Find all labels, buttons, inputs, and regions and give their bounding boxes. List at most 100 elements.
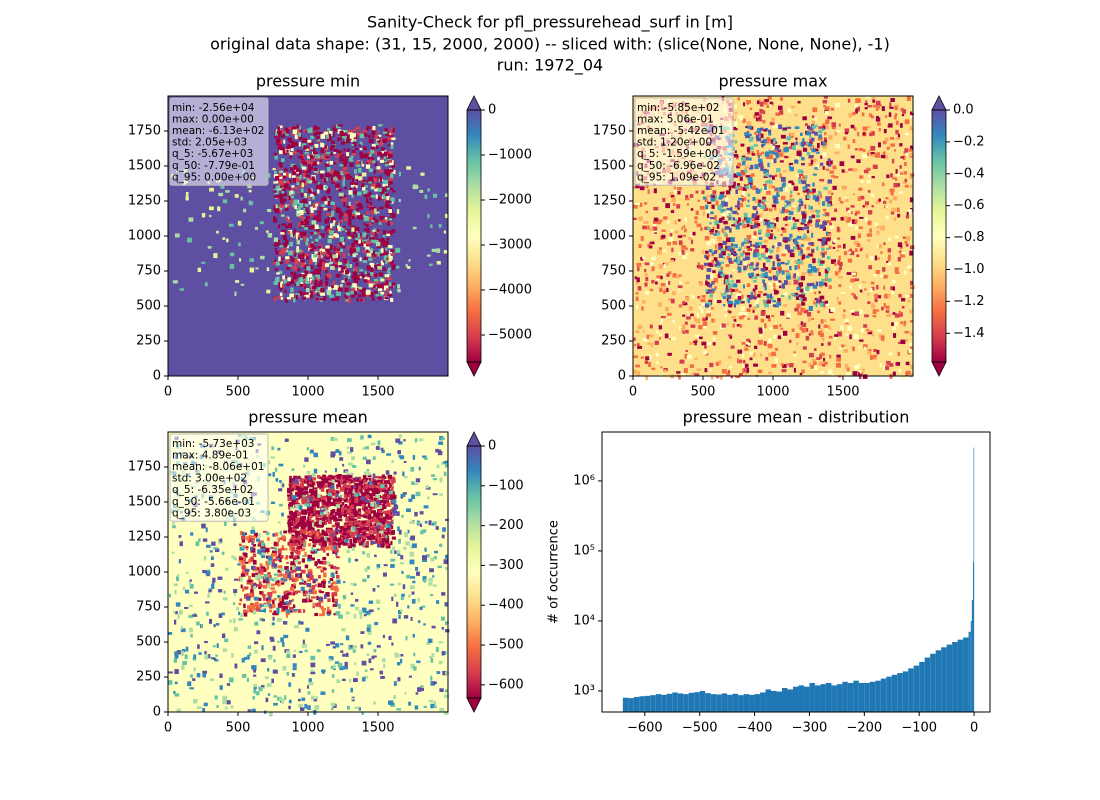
axes-title: pressure min [256,72,360,91]
heatmap-texture [809,138,813,143]
heatmap-texture [857,196,862,202]
heatmap-texture [329,265,335,270]
heatmap-texture [749,243,753,247]
heatmap-texture [790,190,793,195]
heatmap-texture [760,311,766,316]
heatmap-texture [298,496,301,500]
heatmap-texture [220,184,225,189]
heatmap-texture [773,276,778,281]
heatmap-texture [728,365,733,369]
heatmap-texture [302,284,306,288]
heatmap-texture [279,292,283,297]
heatmap-texture [313,167,318,172]
heatmap-texture [301,217,305,223]
heatmap-texture [300,496,303,499]
heatmap-texture [702,317,707,322]
heatmap-texture [364,500,368,505]
heatmap-texture [309,265,313,268]
heatmap-texture [296,240,301,245]
colorbar-tick-label: −3000 [488,238,532,253]
heatmap-texture [322,478,328,483]
heatmap-texture [718,245,721,250]
heatmap-texture [905,151,909,157]
heatmap-texture [758,327,763,332]
heatmap-texture [353,268,358,274]
heatmap-texture [273,296,277,302]
heatmap-texture [296,124,300,129]
heatmap-texture [788,265,792,271]
heatmap-texture [653,206,659,211]
heatmap-texture [349,159,354,162]
heatmap-texture [815,124,818,127]
heatmap-texture [814,167,818,170]
heatmap-texture [334,154,340,158]
heatmap-texture [309,259,313,265]
heatmap-texture [374,290,378,294]
heatmap-texture [709,222,712,225]
heatmap-texture [365,246,370,252]
heatmap-texture [633,337,636,341]
heatmap-texture [305,240,309,246]
heatmap-texture [737,200,740,206]
heatmap-texture [894,271,900,274]
heatmap-texture [362,526,368,530]
heatmap-texture [778,285,782,289]
heatmap-texture [739,252,744,257]
heatmap-texture [910,111,913,117]
heatmap-texture [844,170,848,174]
heatmap-texture [872,104,877,108]
heatmap-texture [735,185,740,189]
heatmap-texture [367,516,371,520]
heatmap-texture [354,497,359,503]
heatmap-texture [800,292,806,295]
heatmap-texture [337,480,341,485]
heatmap-texture [309,483,314,488]
heatmap-texture [298,278,304,283]
heatmap-texture [291,126,297,130]
heatmap-texture [739,246,743,250]
heatmap-texture [291,485,296,489]
heatmap-texture [716,262,721,266]
heatmap-texture [370,528,375,531]
heatmap-texture [342,252,346,258]
heatmap-texture [386,494,391,499]
heatmap-texture [870,281,875,285]
heatmap-texture [838,276,843,279]
heatmap-texture [385,520,388,525]
heatmap-texture [311,291,316,294]
heatmap-texture [780,363,784,366]
heatmap-texture [705,250,709,254]
heatmap-texture [327,200,331,206]
heatmap-texture [839,346,842,350]
heatmap-texture [835,144,841,149]
heatmap-texture [731,118,737,123]
heatmap-texture [769,296,774,301]
heatmap-texture [790,142,795,147]
heatmap-texture [276,272,280,275]
heatmap-texture [275,277,280,283]
heatmap-texture [869,355,873,361]
heatmap-texture [850,124,855,129]
heatmap-texture [764,323,767,329]
heatmap-texture [772,304,777,308]
heatmap-texture [795,295,800,300]
heatmap-texture [300,291,303,297]
heatmap-texture [330,216,334,222]
heatmap-texture [724,274,729,280]
heatmap-texture [870,286,875,291]
heatmap-texture [647,225,650,230]
heatmap-texture [690,232,695,238]
heatmap-texture [320,261,325,266]
heatmap-texture [706,310,710,314]
heatmap-texture [792,205,795,208]
heatmap-texture [391,491,395,495]
heatmap-texture [754,248,760,254]
heatmap-texture [277,130,283,135]
heatmap-texture [685,195,689,201]
heatmap-texture [663,216,668,220]
heatmap-texture [820,319,824,324]
heatmap-texture [378,486,382,489]
heatmap-texture [384,193,389,197]
heatmap-texture [800,321,803,326]
heatmap-texture [658,219,663,222]
